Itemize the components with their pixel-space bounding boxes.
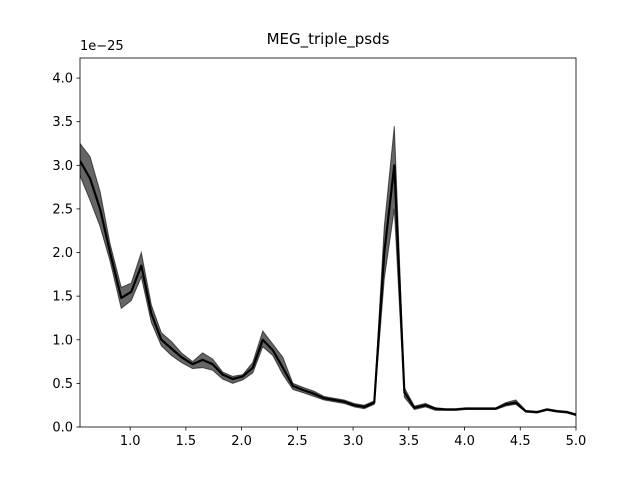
y-tick-label: 0.0: [52, 421, 73, 436]
x-tick-label: 3.0: [343, 434, 364, 449]
y-tick-label: 3.0: [52, 159, 73, 174]
line: [80, 160, 576, 416]
x-tick-label: 5.0: [566, 434, 587, 449]
y-tick-label: 1.5: [52, 290, 73, 305]
y-tick-label: 0.5: [52, 377, 73, 392]
x-tick-label: 1.5: [176, 434, 197, 449]
chart-title: MEG_triple_psds: [267, 30, 390, 49]
x-tick-label: 2.0: [231, 434, 252, 449]
plot-frame: [79, 57, 577, 428]
band: [80, 125, 576, 417]
y-tick-label: 1.0: [52, 333, 73, 348]
y-tick-label: 2.0: [52, 246, 73, 261]
x-tick-label: 2.5: [287, 434, 308, 449]
y-tick-label: 4.0: [52, 72, 73, 87]
y-tick-label: 3.5: [52, 115, 73, 130]
x-tick-label: 4.0: [454, 434, 475, 449]
x-tick-label: 4.5: [510, 434, 531, 449]
x-tick-label: 3.5: [398, 434, 419, 449]
y-offset-label: 1e−25: [80, 39, 124, 54]
y-tick-label: 2.5: [52, 202, 73, 217]
x-tick-label: 1.0: [120, 434, 141, 449]
